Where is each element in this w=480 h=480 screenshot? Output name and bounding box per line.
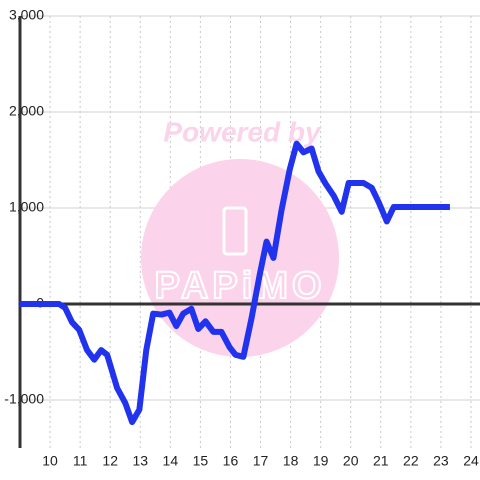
watermark-icon (222, 206, 248, 256)
x-tick-label: 11 (73, 453, 88, 469)
line (20, 140, 450, 426)
x-tick-label: 22 (403, 453, 419, 469)
y-tick-label: -1,000 (4, 391, 44, 407)
x-tick-label: 17 (253, 453, 269, 469)
y-tick-label: 1,000 (9, 199, 44, 215)
x-tick-label: 23 (433, 453, 449, 469)
watermark-logo (141, 159, 339, 357)
x-tick-label: 24 (463, 453, 479, 469)
x-tick-label: 21 (373, 453, 389, 469)
y-tick-label: 2,000 (9, 103, 44, 119)
x-tick-label: 18 (283, 453, 299, 469)
x-tick-label: 14 (163, 453, 179, 469)
x-tick-label: 13 (132, 453, 148, 469)
y-tick-label: 3,000 (9, 7, 44, 23)
x-tick-label: 20 (343, 453, 359, 469)
watermark-text: PAPiMO (154, 265, 325, 307)
x-tick-label: 19 (313, 453, 329, 469)
x-tick-label: 15 (193, 453, 209, 469)
x-tick-label: 16 (223, 453, 239, 469)
x-tick-label: 10 (42, 453, 58, 469)
x-tick-label: 12 (102, 453, 118, 469)
